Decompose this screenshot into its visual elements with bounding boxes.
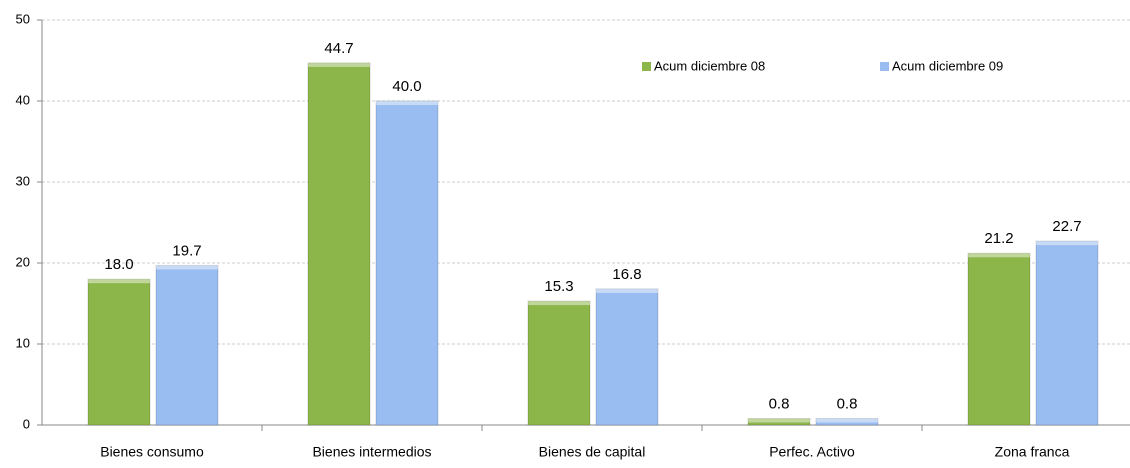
bar bbox=[595, 288, 659, 426]
value-label: 22.7 bbox=[1052, 218, 1081, 235]
value-label: 0.8 bbox=[837, 395, 858, 412]
legend-label: Acum diciembre 09 bbox=[892, 58, 1003, 73]
bar-highlight bbox=[88, 279, 150, 284]
bar-highlight bbox=[156, 265, 218, 270]
bar bbox=[747, 418, 811, 426]
x-tick-label: Bienes consumo bbox=[100, 444, 204, 460]
bar bbox=[1035, 240, 1099, 426]
legend-swatch bbox=[642, 62, 651, 71]
x-tick-label: Bienes de capital bbox=[539, 444, 646, 460]
bar-highlight bbox=[528, 301, 590, 306]
bar bbox=[375, 100, 439, 426]
bar-highlight bbox=[748, 418, 810, 423]
bar-highlight bbox=[816, 418, 878, 423]
x-tick-label: Zona franca bbox=[995, 444, 1070, 460]
bar bbox=[307, 62, 371, 426]
value-label: 16.8 bbox=[612, 266, 641, 283]
value-label: 18.0 bbox=[104, 256, 133, 273]
bar-highlight bbox=[308, 62, 370, 67]
value-label: 40.0 bbox=[392, 78, 421, 95]
y-tick-label: 30 bbox=[16, 173, 30, 188]
y-tick-label: 0 bbox=[23, 416, 30, 431]
y-tick-label: 40 bbox=[16, 92, 30, 107]
x-tick-label: Bienes intermedios bbox=[312, 444, 431, 460]
legend-swatch bbox=[880, 62, 889, 71]
bar bbox=[527, 300, 591, 426]
value-label: 15.3 bbox=[544, 278, 573, 295]
x-tick-label: Perfec. Activo bbox=[769, 444, 855, 460]
bar bbox=[155, 264, 219, 426]
bar bbox=[967, 252, 1031, 426]
bar bbox=[815, 418, 879, 426]
value-label: 19.7 bbox=[172, 242, 201, 259]
bar-highlight bbox=[596, 288, 658, 293]
bar bbox=[87, 278, 151, 426]
value-label: 0.8 bbox=[769, 395, 790, 412]
y-tick-label: 10 bbox=[16, 335, 30, 350]
y-tick-label: 20 bbox=[16, 254, 30, 269]
bar-highlight bbox=[1036, 241, 1098, 246]
legend-label: Acum diciembre 08 bbox=[654, 58, 765, 73]
value-label: 21.2 bbox=[984, 230, 1013, 247]
bar-highlight bbox=[376, 101, 438, 105]
value-label: 44.7 bbox=[324, 40, 353, 57]
bar-highlight bbox=[968, 253, 1030, 258]
y-tick-label: 50 bbox=[16, 11, 30, 26]
